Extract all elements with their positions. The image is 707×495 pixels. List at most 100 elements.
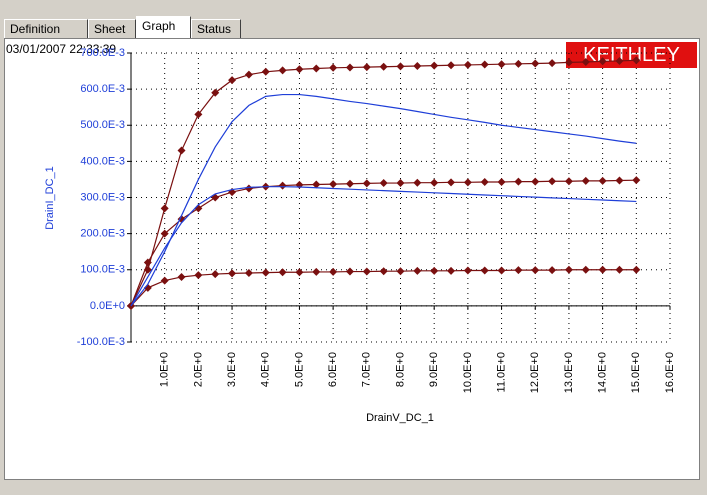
data-marker: [598, 176, 607, 185]
data-marker: [615, 176, 624, 185]
data-marker: [615, 265, 624, 274]
x-tick-label: 5.0E+0: [293, 352, 305, 387]
data-marker: [581, 58, 590, 67]
y-tick-label: 400.0E-3: [80, 155, 125, 167]
data-marker: [497, 60, 506, 69]
data-marker: [430, 61, 439, 70]
data-marker: [396, 267, 405, 276]
x-tick-label: 13.0E+0: [563, 352, 575, 393]
data-marker: [329, 180, 338, 189]
data-marker: [278, 66, 287, 75]
series-line: [130, 186, 637, 307]
data-marker: [295, 268, 304, 277]
y-tick-label: 300.0E-3: [80, 191, 125, 203]
data-marker: [177, 146, 186, 155]
data-marker: [531, 177, 540, 186]
data-marker: [143, 258, 152, 267]
x-tick-label: 1.0E+0: [159, 352, 171, 387]
data-marker: [598, 57, 607, 66]
data-marker: [194, 110, 203, 119]
data-marker: [362, 63, 371, 72]
data-marker: [278, 181, 287, 190]
data-marker: [160, 229, 169, 238]
x-tick-label: 3.0E+0: [226, 352, 238, 387]
data-marker: [430, 178, 439, 187]
data-marker: [598, 265, 607, 274]
data-marker: [413, 62, 422, 71]
tab[interactable]: Status: [191, 19, 241, 38]
tab[interactable]: Sheet: [88, 19, 136, 38]
x-axis-label: DrainV_DC_1: [366, 412, 434, 424]
data-marker: [447, 178, 456, 187]
x-tick-label: 10.0E+0: [462, 352, 474, 393]
data-marker: [548, 59, 557, 68]
x-tick-label: 7.0E+0: [361, 352, 373, 387]
data-marker: [211, 88, 220, 97]
series-line: [130, 93, 637, 307]
data-marker: [312, 64, 321, 73]
data-marker: [548, 177, 557, 186]
tab[interactable]: Definition: [4, 19, 88, 38]
data-marker: [564, 177, 573, 186]
data-marker: [379, 62, 388, 71]
graph-panel: [4, 38, 700, 480]
x-tick-label: 16.0E+0: [664, 352, 676, 393]
x-tick-label: 8.0E+0: [394, 352, 406, 387]
data-marker: [514, 59, 523, 68]
x-tick-label: 6.0E+0: [327, 352, 339, 387]
data-marker: [615, 56, 624, 65]
data-marker: [177, 272, 186, 281]
x-tick-label: 9.0E+0: [428, 352, 440, 387]
tab-active[interactable]: Graph: [136, 16, 191, 38]
data-marker: [362, 179, 371, 188]
y-tick-label: 500.0E-3: [80, 119, 125, 131]
data-marker: [228, 76, 237, 85]
data-marker: [261, 268, 270, 277]
data-marker: [564, 58, 573, 67]
data-marker: [497, 177, 506, 186]
data-marker: [413, 178, 422, 187]
y-tick-label: 100.0E-3: [80, 264, 125, 276]
x-tick-label: 4.0E+0: [260, 352, 272, 387]
data-marker: [396, 62, 405, 71]
y-tick-label: 700.0E-3: [80, 47, 125, 59]
data-marker: [160, 276, 169, 285]
y-tick-label: -100.0E-3: [77, 336, 125, 348]
data-marker: [329, 267, 338, 276]
data-marker: [480, 266, 489, 275]
data-marker: [379, 267, 388, 276]
data-marker: [632, 56, 641, 65]
data-marker: [160, 204, 169, 213]
x-tick-label: 11.0E+0: [495, 352, 507, 392]
data-marker: [463, 266, 472, 275]
data-marker: [211, 193, 220, 202]
data-marker: [632, 176, 641, 185]
data-marker: [362, 267, 371, 276]
x-tick-label: 15.0E+0: [630, 352, 642, 393]
data-marker: [463, 178, 472, 187]
y-tick-label: 600.0E-3: [80, 83, 125, 95]
data-marker: [531, 266, 540, 275]
data-marker: [345, 179, 354, 188]
data-marker: [480, 177, 489, 186]
data-marker: [345, 63, 354, 72]
x-tick-label: 14.0E+0: [597, 352, 609, 393]
data-marker: [244, 269, 253, 278]
data-marker: [295, 65, 304, 74]
data-marker: [548, 266, 557, 275]
x-tick-label: 12.0E+0: [529, 352, 541, 393]
data-marker: [261, 67, 270, 76]
data-marker: [480, 60, 489, 69]
data-marker: [430, 266, 439, 275]
data-marker: [329, 63, 338, 72]
x-tick-label: 2.0E+0: [192, 352, 204, 387]
data-marker: [564, 265, 573, 274]
data-marker: [228, 269, 237, 278]
y-tick-label: 0.0E+0: [90, 300, 125, 312]
data-marker: [244, 184, 253, 193]
y-axis-label: DrainI_DC_1: [44, 166, 56, 230]
data-marker: [514, 177, 523, 186]
y-tick-label: 200.0E-3: [80, 228, 125, 240]
data-marker: [413, 266, 422, 275]
